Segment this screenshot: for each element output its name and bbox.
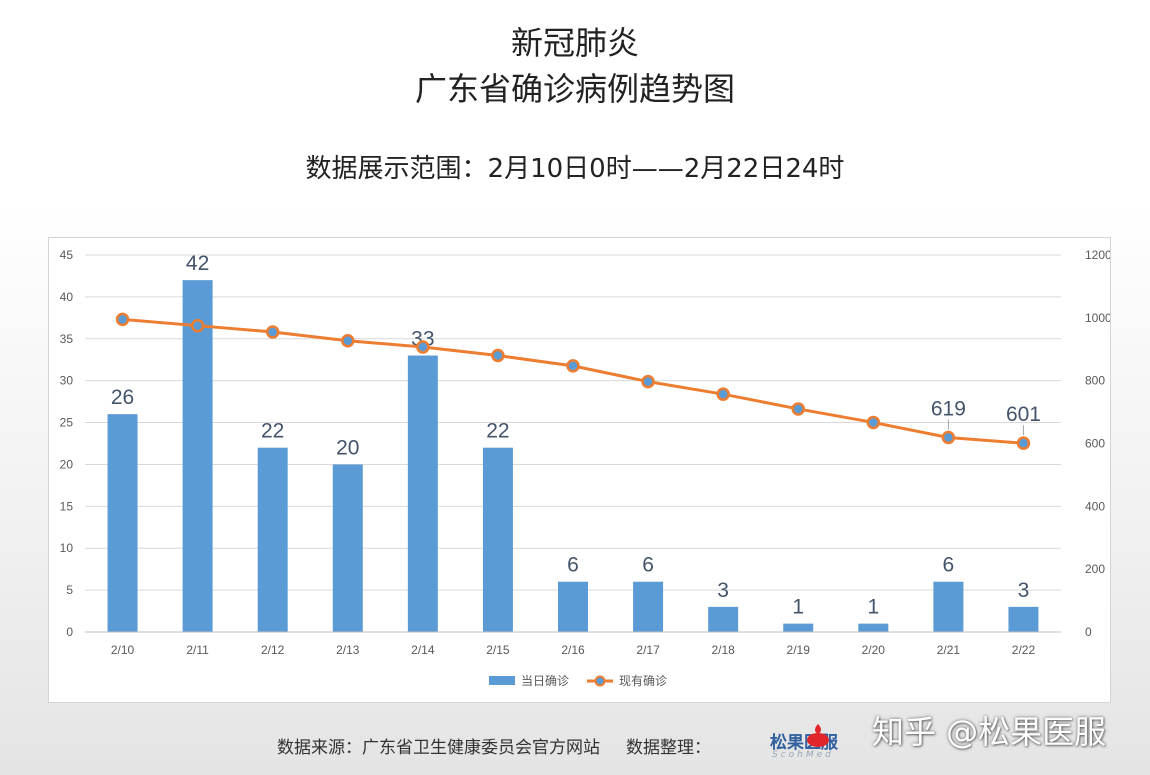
chart-panel: 0 5 10 15 20 25 30 35 40 45 0 200 400 600 800 1000 1200…	[48, 237, 1111, 703]
y-left-tick-label: 25	[60, 416, 74, 430]
footer: 数据来源：广东省卫生健康委员会官方网站 数据整理：	[277, 733, 711, 758]
x-tick-label: 2/20	[862, 643, 886, 657]
y-right-tick-label: 400	[1085, 499, 1105, 513]
bar	[783, 623, 814, 632]
x-tick-label: 2/16	[561, 643, 585, 657]
bar-data-label: 3	[717, 579, 729, 602]
y-right-tick-label: 0	[1085, 625, 1092, 639]
bar	[558, 581, 588, 632]
x-tick-label: 2/18	[711, 643, 735, 657]
bar-data-label: 6	[567, 554, 579, 577]
legend-label-daily: 当日确诊	[521, 674, 569, 688]
line-point	[791, 402, 805, 416]
line-data-label: 619	[931, 398, 966, 421]
y-left-tick-label: 40	[60, 290, 74, 304]
y-left-tick-label: 20	[60, 457, 74, 471]
y-left-tick-label: 30	[60, 374, 74, 388]
pinecone-icon	[807, 724, 829, 747]
bar-data-label: 42	[186, 252, 209, 275]
data-source-text: 数据来源：广东省卫生健康委员会官方网站	[277, 738, 600, 758]
y-left-tick-label: 45	[60, 248, 74, 262]
y-left-tick-label: 5	[66, 583, 73, 597]
line-point	[341, 334, 355, 348]
line-point	[491, 348, 505, 363]
y-right-tick-label: 200	[1085, 562, 1105, 576]
bar	[332, 464, 363, 632]
x-tick-label: 2/19	[787, 643, 811, 657]
bar	[933, 581, 964, 632]
bar	[257, 447, 288, 632]
bar-data-label: 22	[486, 420, 509, 443]
bar	[858, 623, 889, 632]
chart-subtitle: 数据展示范围：2月10日0时——2月22日24时	[305, 154, 845, 184]
line-point	[641, 374, 655, 389]
bar-data-label: 6	[943, 554, 955, 577]
bar	[708, 606, 739, 632]
bar	[1008, 606, 1039, 632]
data-organizer-text: 数据整理：	[626, 738, 711, 758]
legend-label-current: 现有确诊	[619, 674, 667, 688]
x-tick-label: 2/13	[336, 643, 360, 657]
y-right-tick-label: 600	[1085, 437, 1105, 451]
y-left-tick-label: 10	[60, 541, 74, 555]
combo-chart: 0 5 10 15 20 25 30 35 40 45 0 200 400 600 800 1000 1200…	[60, 248, 1110, 688]
line-point	[265, 325, 280, 339]
x-tick-label: 2/14	[411, 643, 435, 657]
line-point	[566, 359, 580, 373]
bar	[182, 280, 213, 632]
chart-title-line2: 广东省确诊病例趋势图	[414, 70, 735, 108]
x-tick-label: 2/15	[486, 643, 510, 657]
line-point	[941, 430, 956, 445]
bar-data-label: 22	[261, 420, 284, 443]
series-line-current-cases	[122, 317, 1024, 445]
brand-logo: 松果医服 ScohMed	[770, 722, 870, 762]
bar-data-label: 3	[1018, 579, 1030, 602]
y-left-tick-label: 35	[60, 332, 74, 346]
bar	[107, 414, 138, 632]
bar	[633, 581, 664, 632]
y-left-tick-label: 0	[66, 625, 73, 639]
chart-title-line1: 新冠肺炎	[510, 24, 639, 62]
legend-swatch-bar	[489, 676, 515, 685]
bar-data-label: 1	[792, 596, 804, 619]
line-point	[416, 340, 430, 354]
line-point	[716, 387, 730, 401]
watermark-text: 知乎 @松果医服	[872, 713, 1107, 751]
bar-data-label: 20	[336, 436, 359, 459]
bar-data-label: 6	[642, 554, 654, 577]
y-right-tick-label: 1200	[1085, 248, 1110, 262]
line-point	[1016, 436, 1031, 450]
line-point	[115, 312, 130, 327]
y-left-tick-label: 15	[60, 499, 74, 513]
legend-swatch-marker	[594, 675, 606, 687]
y-right-tick-label: 1000	[1085, 311, 1110, 325]
x-tick-label: 2/22	[1012, 643, 1036, 657]
bar	[482, 447, 513, 632]
x-tick-label: 2/21	[937, 643, 961, 657]
x-tick-label: 2/10	[111, 643, 135, 657]
line-point	[190, 318, 205, 333]
brand-subtitle: ScohMed	[772, 750, 834, 760]
bar-data-label: 1	[867, 596, 879, 619]
line-point	[866, 415, 881, 430]
line-data-label: 601	[1006, 403, 1041, 426]
bar	[407, 355, 438, 632]
x-tick-label: 2/17	[636, 643, 660, 657]
x-tick-label: 2/11	[186, 643, 209, 657]
bar-data-label: 26	[111, 386, 134, 409]
y-right-tick-label: 800	[1085, 374, 1105, 388]
x-tick-label: 2/12	[261, 643, 285, 657]
